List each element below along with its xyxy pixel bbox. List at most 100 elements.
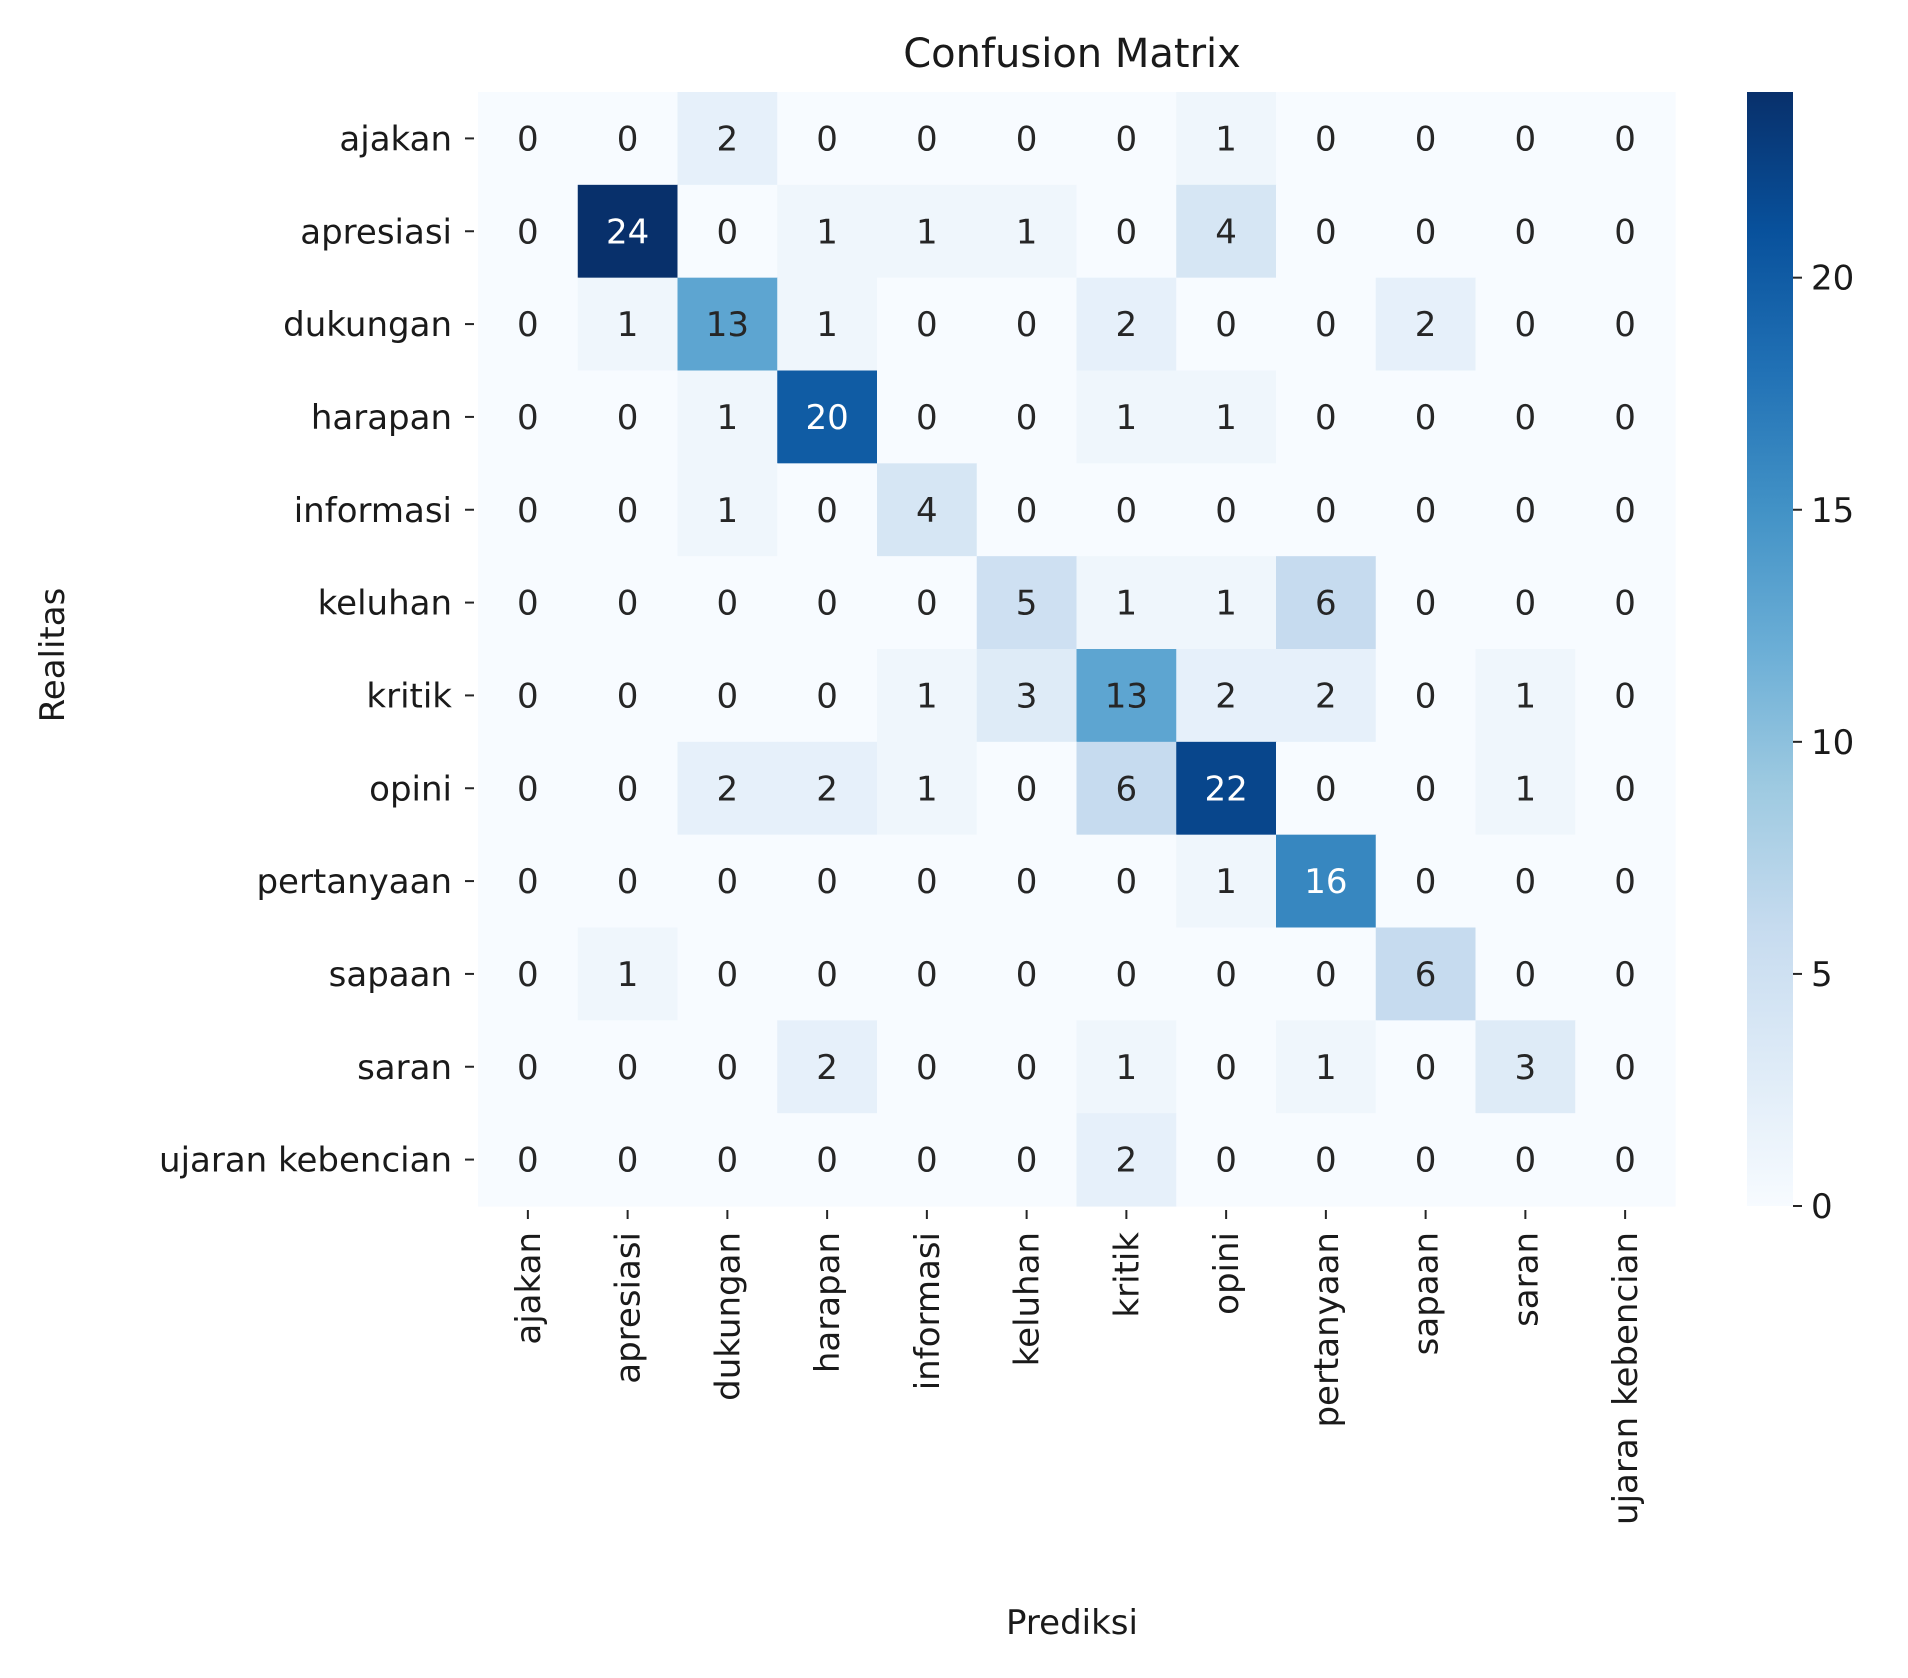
cell-value: 0 bbox=[1016, 955, 1038, 995]
heatmap-cell bbox=[1176, 834, 1277, 929]
cell-value: 1 bbox=[717, 398, 739, 438]
cell-value: 0 bbox=[1515, 862, 1537, 902]
cell-value: 0 bbox=[1614, 955, 1636, 995]
cell-value: 1 bbox=[617, 955, 639, 995]
x-tick-label: informasi bbox=[908, 1232, 948, 1390]
heatmap-cell bbox=[777, 649, 878, 743]
heatmap-cell bbox=[1176, 92, 1277, 186]
cell-value: 22 bbox=[1204, 769, 1247, 809]
cell-value: 0 bbox=[1215, 955, 1237, 995]
heatmap-cell bbox=[1076, 370, 1177, 464]
heatmap-cell bbox=[777, 184, 878, 279]
cell-value: 0 bbox=[916, 955, 938, 995]
cell-value: 0 bbox=[1614, 398, 1636, 438]
heatmap-cell bbox=[1076, 741, 1177, 836]
heatmap-cell bbox=[478, 184, 579, 279]
heatmap-cell bbox=[1076, 649, 1177, 743]
heatmap-cell bbox=[877, 649, 978, 743]
cell-value: 0 bbox=[1614, 769, 1636, 809]
heatmap-cell bbox=[1276, 277, 1377, 372]
heatmap-cell bbox=[976, 92, 1078, 186]
cell-value: 3 bbox=[1016, 676, 1038, 716]
heatmap-cell bbox=[577, 741, 679, 836]
cell-value: 0 bbox=[717, 212, 739, 252]
heatmap-cell bbox=[677, 741, 778, 836]
cell-value: 0 bbox=[1614, 1141, 1636, 1181]
heatmap-cell bbox=[577, 834, 679, 929]
heatmap-cell bbox=[577, 556, 679, 650]
heatmap-cell bbox=[478, 741, 579, 836]
cell-value: 0 bbox=[1415, 769, 1437, 809]
cell-value: 1 bbox=[1116, 584, 1138, 624]
heatmap-cell bbox=[677, 277, 778, 372]
cell-value: 1 bbox=[1116, 398, 1138, 438]
cell-value: 0 bbox=[916, 398, 938, 438]
heatmap-cell bbox=[1176, 1113, 1277, 1207]
heatmap-cell bbox=[1076, 184, 1177, 279]
cell-value: 1 bbox=[1016, 212, 1038, 252]
heatmap-cell bbox=[1375, 741, 1477, 836]
heatmap-cell bbox=[1375, 184, 1477, 279]
heatmap-cell bbox=[577, 927, 679, 1021]
heatmap-cell bbox=[1176, 277, 1277, 372]
heatmap-cell bbox=[1176, 927, 1277, 1021]
cell-value: 1 bbox=[1515, 769, 1537, 809]
heatmap-cell bbox=[976, 370, 1078, 464]
heatmap-cell bbox=[478, 1020, 579, 1114]
heatmap-cell bbox=[1176, 556, 1277, 650]
heatmap-cell bbox=[478, 277, 579, 372]
heatmap-cell bbox=[677, 834, 778, 929]
heatmap-cell bbox=[677, 556, 778, 650]
x-tick-label: apresiasi bbox=[609, 1232, 649, 1384]
heatmap-cell bbox=[1575, 277, 1676, 372]
heatmap-cell bbox=[1375, 277, 1477, 372]
cell-value: 5 bbox=[1016, 584, 1038, 624]
heatmap-cell bbox=[877, 370, 978, 464]
heatmap-cell bbox=[1375, 463, 1477, 557]
y-tick-label: apresiasi bbox=[300, 212, 452, 252]
cell-value: 0 bbox=[617, 491, 639, 531]
heatmap-cell bbox=[1276, 1113, 1377, 1207]
y-tick-label: ajakan bbox=[339, 119, 452, 159]
cell-value: 1 bbox=[1215, 398, 1237, 438]
heatmap-cell bbox=[1176, 1020, 1277, 1114]
heatmap-cell bbox=[777, 1113, 878, 1207]
cell-value: 2 bbox=[1116, 305, 1138, 345]
cell-value: 0 bbox=[1215, 1048, 1237, 1088]
cell-value: 0 bbox=[1614, 119, 1636, 159]
heatmap-cell bbox=[478, 463, 579, 557]
y-tick-label: kritik bbox=[366, 676, 452, 716]
heatmap-cell bbox=[577, 184, 679, 279]
cell-value: 0 bbox=[1016, 119, 1038, 159]
heatmap-cell bbox=[976, 184, 1078, 279]
x-tick-label: ajakan bbox=[509, 1232, 549, 1345]
cell-value: 0 bbox=[1016, 1048, 1038, 1088]
heatmap-cell bbox=[777, 834, 878, 929]
y-tick-label: dukungan bbox=[283, 305, 452, 345]
cell-value: 0 bbox=[1415, 212, 1437, 252]
heatmap-cell bbox=[877, 1020, 978, 1114]
y-tick-label: pertanyaan bbox=[256, 862, 452, 902]
y-tick-label: opini bbox=[369, 769, 452, 809]
heatmap-cell bbox=[1276, 556, 1377, 650]
cell-value: 0 bbox=[1315, 398, 1337, 438]
cell-value: 2 bbox=[717, 119, 739, 159]
cell-value: 1 bbox=[617, 305, 639, 345]
cell-value: 0 bbox=[617, 676, 639, 716]
cell-value: 24 bbox=[606, 212, 649, 252]
heatmap-cell bbox=[478, 834, 579, 929]
cell-value: 0 bbox=[517, 1048, 539, 1088]
x-tick-label: saran bbox=[1506, 1232, 1546, 1327]
heatmap-cell bbox=[877, 184, 978, 279]
heatmap-cell bbox=[877, 556, 978, 650]
cell-value: 0 bbox=[816, 584, 838, 624]
heatmap-cell bbox=[976, 834, 1078, 929]
heatmap-cell bbox=[1375, 370, 1477, 464]
heatmap-cell bbox=[677, 463, 778, 557]
heatmap-cell bbox=[1375, 92, 1477, 186]
colorbar-tick-label: 10 bbox=[1811, 723, 1854, 763]
colorbar-tick-label: 5 bbox=[1811, 955, 1833, 995]
cell-value: 0 bbox=[1315, 119, 1337, 159]
cell-value: 0 bbox=[1614, 1048, 1636, 1088]
y-axis-title: Realitas bbox=[33, 588, 73, 723]
